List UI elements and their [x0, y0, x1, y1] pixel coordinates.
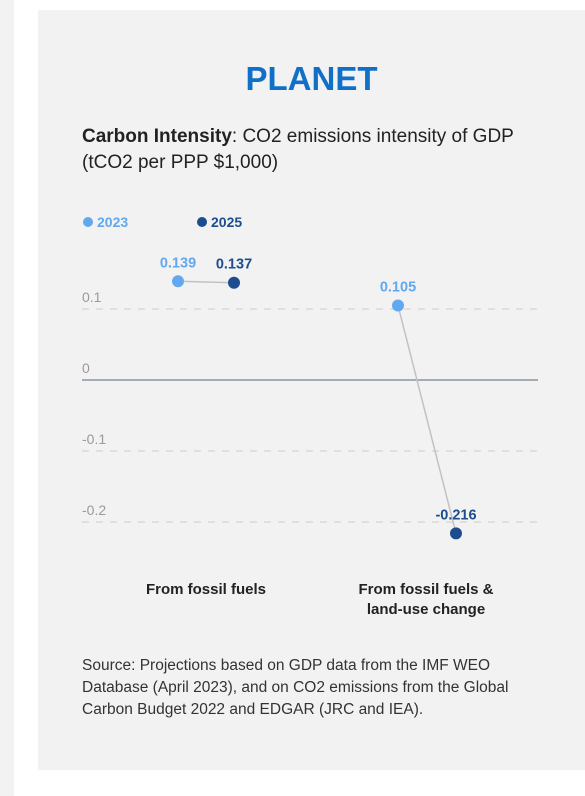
- data-point-2025: [228, 276, 240, 289]
- data-label-2023: 0.105: [380, 279, 416, 295]
- legend: 2023 2025: [83, 214, 242, 230]
- category-label: From fossil fuels: [146, 581, 266, 598]
- subtitle-bold: Carbon Intensity: [82, 126, 232, 147]
- y-tick-label: -0.1: [82, 431, 106, 447]
- data-label-2025: -0.216: [435, 507, 476, 523]
- category-labels: From fossil fuels From fossil fuels & land…: [146, 581, 494, 618]
- legend-marker-2025: [197, 217, 207, 227]
- left-panel-strip: [0, 0, 14, 796]
- source-note: Source: Projections based on GDP data fr…: [82, 657, 509, 718]
- planet-panel: PLANET Carbon Intensity: CO2 emissions i…: [38, 10, 585, 770]
- y-tick-label: -0.2: [82, 502, 106, 518]
- legend-label-2025: 2025: [211, 214, 242, 230]
- panel-heading: PLANET: [245, 60, 378, 97]
- y-tick-label: 0: [82, 360, 90, 376]
- data-label-2023: 0.139: [160, 255, 196, 271]
- connector-line: [397, 305, 457, 534]
- legend-marker-2023: [83, 217, 93, 227]
- data-point-2023: [392, 299, 404, 312]
- data-marks: 0.139 0.137 0.105 -0.216: [160, 255, 477, 540]
- data-point-2025: [450, 527, 462, 540]
- panel-subtitle: Carbon Intensity: CO2 emissions intensit…: [82, 124, 542, 176]
- data-point-2023: [172, 275, 184, 288]
- category-label: From fossil fuels & land-use change: [358, 581, 493, 618]
- carbon-intensity-chart: 0.1 0 -0.1 -0.2 2023 2025 0.139 0.137 0.105 -0.…: [82, 214, 538, 618]
- connector-line: [177, 280, 235, 284]
- grid-layer: 0.1 0 -0.1 -0.2: [82, 289, 538, 523]
- legend-label-2023: 2023: [97, 214, 128, 230]
- data-label-2025: 0.137: [216, 257, 252, 273]
- y-tick-label: 0.1: [82, 289, 102, 305]
- subtitle-rest: : CO2 emissions intensity of GDP (tCO2 p…: [82, 126, 514, 173]
